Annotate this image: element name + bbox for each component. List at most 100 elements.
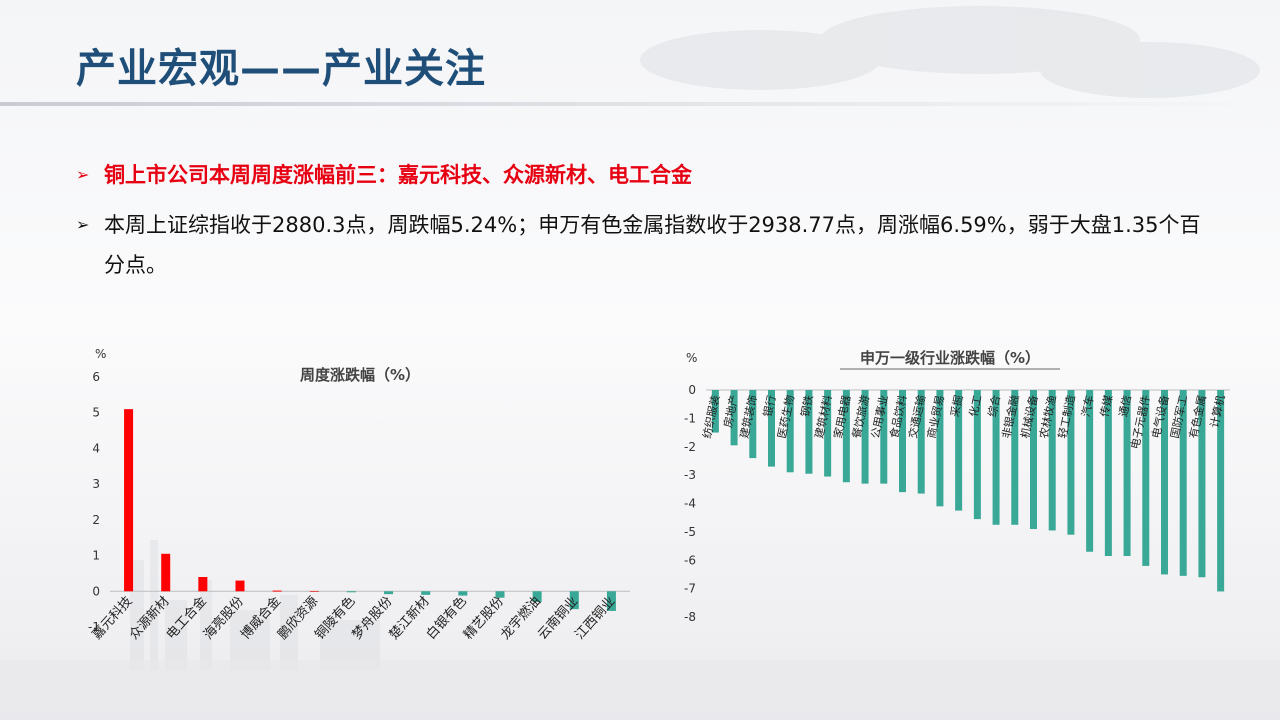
bar bbox=[805, 390, 813, 474]
x-tick-label: 通信 bbox=[1117, 394, 1134, 418]
weekly-change-chart: %周度涨跌幅（%）-10123456嘉元科技众源新材电工合金海亮股份博威合金鹏欣… bbox=[88, 347, 630, 643]
y-tick-label: -6 bbox=[684, 553, 696, 567]
x-tick-label: 医药生物 bbox=[774, 394, 797, 440]
y-tick-label: -2 bbox=[684, 440, 696, 454]
y-tick-label: -7 bbox=[684, 582, 696, 596]
bar bbox=[955, 390, 963, 511]
bar bbox=[880, 390, 888, 484]
x-tick-label: 公用事业 bbox=[869, 394, 891, 440]
y-tick-label: 6 bbox=[92, 370, 100, 384]
x-tick-label: 房地产 bbox=[720, 394, 741, 429]
bar bbox=[1161, 390, 1168, 575]
bar bbox=[992, 390, 1000, 525]
bar bbox=[272, 590, 282, 592]
x-tick-label: 食品饮料 bbox=[887, 394, 910, 440]
x-tick-label: 餐饮旅游 bbox=[849, 394, 872, 440]
x-tick-label: 商业贸易 bbox=[924, 394, 947, 440]
bar bbox=[1086, 390, 1094, 552]
title-underline bbox=[0, 102, 1280, 106]
bar bbox=[730, 390, 738, 446]
bar bbox=[1067, 390, 1075, 535]
bar bbox=[824, 390, 832, 477]
bar bbox=[749, 390, 757, 459]
axis-unit-label: % bbox=[95, 347, 106, 361]
x-tick-label: 建筑材料 bbox=[812, 394, 835, 440]
x-tick-label: 轻工制造 bbox=[1055, 394, 1078, 440]
x-tick-label: 纺织服装 bbox=[699, 394, 722, 440]
x-tick-label: 机械设备 bbox=[1018, 394, 1041, 440]
y-tick-label: 2 bbox=[92, 513, 100, 527]
bar bbox=[768, 390, 775, 467]
bar bbox=[346, 591, 356, 593]
bar bbox=[1011, 390, 1019, 525]
y-tick-label: -1 bbox=[88, 620, 100, 634]
page-title: 产业宏观——产业关注 bbox=[76, 46, 486, 92]
bar bbox=[495, 591, 505, 598]
y-tick-label: 3 bbox=[92, 477, 100, 491]
y-tick-label: -4 bbox=[684, 497, 696, 511]
bar bbox=[973, 390, 981, 520]
y-tick-label: 4 bbox=[92, 441, 100, 455]
x-tick-label: 非银金融 bbox=[999, 394, 1022, 440]
y-tick-label: -5 bbox=[684, 525, 696, 539]
x-tick-label: 农林牧渔 bbox=[1036, 394, 1059, 440]
industry-change-chart: % 申万一级行业涨跌幅（%） 0 -1 -2 -3 -4 -5 -6 -7 -8 纺织服装 房地产建筑装… bbox=[684, 349, 1230, 624]
bar bbox=[917, 390, 925, 494]
bar bbox=[198, 577, 208, 592]
bullet-highlight: ➢ 铜上市公司本周周度涨幅前三：嘉元科技、众源新材、电工合金 bbox=[76, 155, 1206, 195]
y-tick-label: 0 bbox=[688, 383, 696, 397]
bar bbox=[842, 390, 850, 483]
arrow-bullet-icon: ➢ bbox=[76, 215, 90, 234]
x-tick-label: 江西铜业 bbox=[572, 594, 618, 643]
x-tick-label: 综合 bbox=[985, 394, 1003, 418]
bar bbox=[1030, 390, 1037, 530]
bar bbox=[421, 591, 431, 595]
bar bbox=[569, 591, 579, 610]
y-tick-label: -8 bbox=[684, 610, 696, 624]
bullet-text: 本周上证综指收于2880.3点，周跌幅5.24%；申万有色金属指数收于2938.… bbox=[104, 213, 1201, 277]
bar bbox=[1104, 390, 1112, 556]
bar bbox=[936, 390, 944, 507]
arrow-bullet-icon: ➢ bbox=[76, 165, 90, 184]
x-tick-label: 采掘 bbox=[947, 394, 965, 418]
axis-unit-label: % bbox=[686, 351, 697, 365]
bar bbox=[124, 409, 134, 592]
bar bbox=[532, 591, 542, 602]
chart-title: 申万一级行业涨跌幅（%） bbox=[860, 349, 1040, 367]
y-tick-label: 5 bbox=[92, 406, 100, 420]
bar bbox=[711, 390, 719, 433]
bar bbox=[309, 591, 319, 592]
chart-title: 周度涨跌幅（%） bbox=[300, 366, 420, 384]
bar bbox=[1048, 390, 1056, 531]
y-tick-label: 1 bbox=[92, 549, 100, 563]
x-tick-label: 家用电器 bbox=[830, 394, 853, 440]
bar bbox=[786, 390, 794, 473]
bar bbox=[899, 390, 906, 493]
bar bbox=[1179, 390, 1187, 576]
bar bbox=[1217, 390, 1225, 592]
x-tick-label: 建筑装饰 bbox=[737, 394, 760, 440]
x-tick-label: 化工 bbox=[966, 394, 984, 418]
bar bbox=[861, 390, 869, 484]
x-tick-label: 传媒 bbox=[1098, 394, 1115, 418]
bullet-text: 铜上市公司本周周度涨幅前三：嘉元科技、众源新材、电工合金 bbox=[104, 163, 692, 187]
y-tick-label: 0 bbox=[92, 584, 100, 598]
x-tick-label: 交通运输 bbox=[905, 394, 928, 440]
x-tick-label: 银行 bbox=[760, 394, 778, 418]
bar bbox=[1123, 390, 1131, 556]
bar bbox=[384, 591, 394, 595]
x-tick-label: 国防军工 bbox=[1167, 394, 1190, 440]
x-tick-label: 有色金属 bbox=[1186, 394, 1209, 440]
bullet-summary: ➢ 本周上证综指收于2880.3点，周跌幅5.24%；申万有色金属指数收于293… bbox=[76, 205, 1206, 285]
x-tick-label: 汽车 bbox=[1078, 394, 1096, 418]
y-tick-label: -3 bbox=[684, 468, 696, 482]
x-tick-label: 电气设备 bbox=[1149, 394, 1172, 440]
x-tick-label: 计算机 bbox=[1207, 394, 1228, 429]
x-tick-label: 钢铁 bbox=[799, 394, 816, 418]
y-tick-label: -1 bbox=[684, 411, 696, 425]
bar bbox=[458, 591, 468, 596]
bar bbox=[1142, 390, 1150, 566]
bar bbox=[235, 580, 245, 592]
bar bbox=[161, 553, 171, 592]
bar bbox=[606, 591, 616, 611]
